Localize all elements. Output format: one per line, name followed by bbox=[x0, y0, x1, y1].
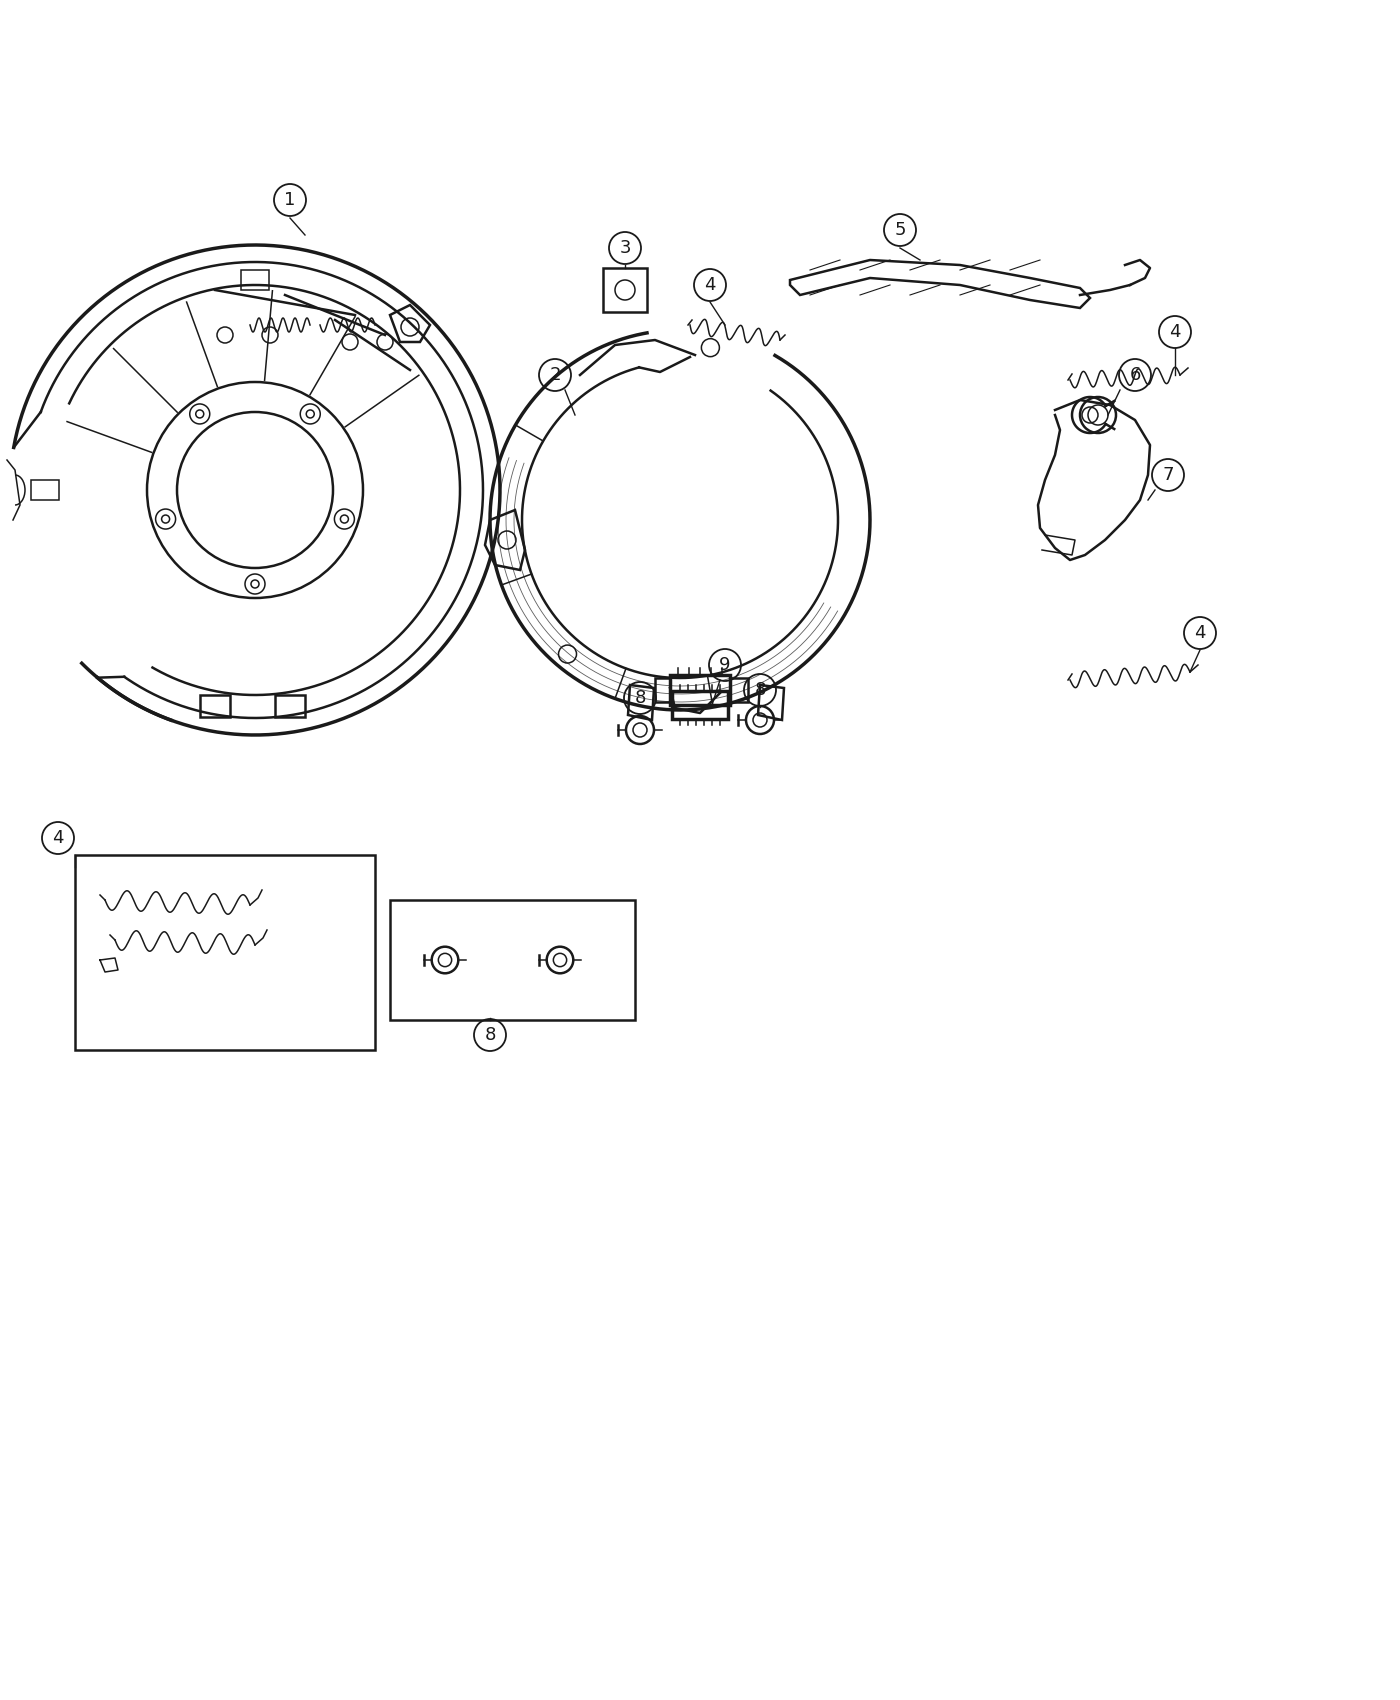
Text: 4: 4 bbox=[704, 275, 715, 294]
Text: 8: 8 bbox=[634, 688, 645, 707]
Bar bbox=[655, 678, 671, 702]
Bar bbox=[76, 855, 375, 1051]
Bar bbox=[241, 270, 269, 291]
Text: 9: 9 bbox=[720, 656, 731, 673]
Text: 8: 8 bbox=[755, 682, 766, 699]
Text: 2: 2 bbox=[549, 366, 561, 384]
Text: 4: 4 bbox=[52, 830, 64, 847]
Bar bbox=[391, 899, 636, 1020]
Text: 6: 6 bbox=[1130, 366, 1141, 384]
Bar bbox=[672, 690, 728, 719]
Text: 1: 1 bbox=[284, 190, 295, 209]
Text: 4: 4 bbox=[1169, 323, 1180, 342]
Bar bbox=[200, 695, 230, 717]
Text: 5: 5 bbox=[895, 221, 906, 240]
Text: 8: 8 bbox=[484, 1027, 496, 1044]
Text: 3: 3 bbox=[619, 240, 631, 257]
Text: 4: 4 bbox=[1194, 624, 1205, 643]
Text: 7: 7 bbox=[1162, 466, 1173, 484]
Bar bbox=[729, 678, 748, 702]
Bar bbox=[274, 695, 305, 717]
Bar bbox=[31, 479, 59, 500]
Bar bbox=[603, 269, 647, 313]
Bar bbox=[671, 675, 729, 705]
